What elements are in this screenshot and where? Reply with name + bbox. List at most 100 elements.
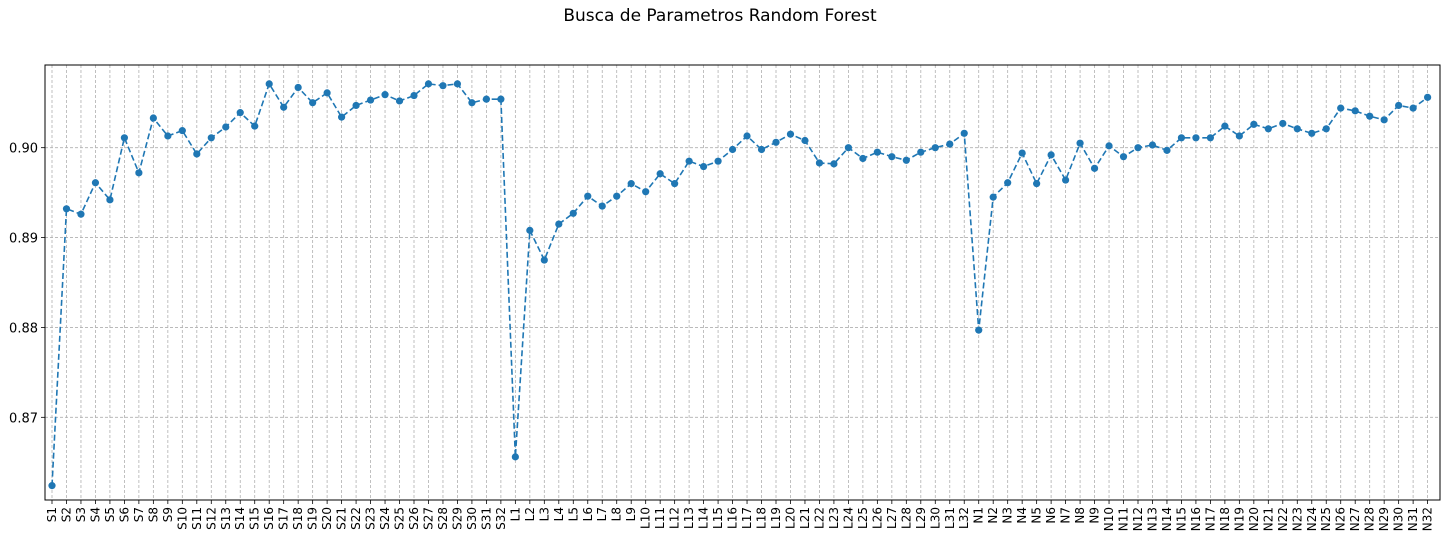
x-tick-label: S17: [277, 507, 291, 530]
x-tick-label: L27: [885, 507, 899, 529]
y-tick-label: 0.88: [9, 321, 38, 336]
x-tick-label: S28: [436, 507, 450, 530]
x-tick-label: S2: [59, 507, 73, 522]
x-tick-label: S22: [349, 507, 363, 530]
data-point: [1322, 125, 1330, 133]
data-point: [1134, 144, 1142, 152]
data-point: [1192, 134, 1200, 142]
data-point: [757, 145, 766, 154]
x-tick-label: N22: [1276, 507, 1290, 531]
x-tick-label: S1: [45, 507, 59, 522]
plot-frame: [44, 64, 1441, 501]
x-tick-label: S9: [161, 507, 175, 522]
data-point: [540, 256, 548, 264]
data-point: [555, 220, 563, 228]
data-point: [946, 140, 954, 148]
data-point: [468, 99, 476, 107]
data-point: [1047, 151, 1055, 159]
data-point: [366, 96, 375, 104]
x-tick-label: S11: [190, 507, 204, 530]
x-tick-label: L4: [552, 507, 566, 521]
data-point: [62, 205, 71, 213]
x-tick-label: S24: [378, 507, 392, 530]
x-tick-label: S3: [74, 507, 88, 522]
data-point: [960, 129, 968, 137]
data-point: [106, 196, 114, 204]
data-point: [1308, 129, 1316, 137]
x-tick-label: L12: [668, 507, 682, 529]
x-tick-label: L21: [798, 507, 812, 529]
data-point: [1395, 101, 1403, 110]
x-axis: S1 S2 S3 S4 S5 S6 S7 S8 S9 S10 S11 S12 S13 S14 S15 S16 S…: [45, 500, 1435, 531]
x-tick-label: S5: [103, 507, 117, 522]
data-point: [656, 170, 664, 178]
data-point: [975, 326, 983, 334]
x-tick-label: S27: [421, 507, 435, 530]
data-point: [1004, 179, 1012, 187]
data-point: [569, 209, 577, 217]
x-tick-label: N27: [1348, 507, 1362, 531]
data-point: [381, 91, 389, 99]
x-tick-label: N17: [1203, 507, 1217, 531]
x-tick-label: N21: [1261, 507, 1275, 531]
x-tick-label: L19: [769, 507, 783, 529]
data-point: [584, 192, 592, 200]
data-point: [294, 83, 302, 92]
x-tick-label: L30: [928, 507, 942, 529]
x-tick-label: L3: [537, 507, 551, 521]
x-tick-label: L17: [740, 507, 754, 529]
x-tick-label: N25: [1319, 507, 1333, 531]
data-point: [989, 193, 997, 201]
x-tick-label: S6: [117, 507, 131, 522]
data-point: [844, 144, 853, 152]
data-point: [743, 132, 751, 140]
x-tick-label: S21: [335, 507, 349, 530]
x-tick-label: S7: [132, 507, 146, 522]
x-tick-label: N1: [972, 507, 986, 524]
data-point: [338, 113, 346, 121]
data-point: [1105, 142, 1113, 150]
data-point: [526, 226, 534, 234]
data-point: [482, 95, 490, 103]
data-point: [236, 109, 244, 117]
x-tick-label: L6: [581, 507, 595, 521]
data-point: [700, 162, 708, 171]
x-tick-label: N23: [1290, 507, 1304, 531]
data-point: [1090, 164, 1099, 172]
x-tick-label: N3: [1001, 507, 1015, 524]
data-point: [207, 134, 215, 142]
data-point: [1250, 120, 1258, 128]
x-tick-label: S15: [248, 507, 262, 530]
x-tick-label: N29: [1377, 507, 1391, 531]
x-tick-label: L18: [755, 507, 769, 529]
x-tick-label: S19: [306, 507, 320, 530]
y-axis: 0.87 0.88 0.89 0.90: [9, 142, 45, 426]
x-tick-label: N6: [1044, 507, 1058, 524]
x-tick-label: N31: [1406, 507, 1420, 531]
data-point: [1409, 104, 1417, 112]
data-point: [164, 132, 172, 140]
data-point: [497, 95, 505, 103]
data-point: [178, 127, 186, 135]
data-point: [395, 97, 404, 105]
x-tick-label: S29: [450, 507, 464, 530]
chart-title: Busca de Parametros Random Forest: [563, 6, 877, 26]
data-point: [1366, 112, 1374, 120]
data-point: [1351, 107, 1359, 115]
x-tick-label: S30: [465, 507, 479, 530]
x-tick-label: S23: [364, 507, 378, 530]
data-point: [280, 103, 288, 111]
series-line: [51, 82, 1429, 486]
data-point: [1033, 180, 1041, 188]
x-tick-label: N14: [1160, 507, 1174, 531]
data-point: [193, 150, 201, 158]
data-point: [1206, 134, 1214, 142]
x-tick-label: S31: [479, 507, 493, 530]
data-point: [439, 82, 447, 90]
data-point: [859, 154, 867, 163]
data-point: [830, 160, 838, 168]
data-point: [91, 179, 100, 187]
x-tick-label: L31: [943, 507, 957, 529]
x-tick-label: L5: [566, 507, 580, 521]
x-tick-label: L26: [870, 507, 884, 529]
